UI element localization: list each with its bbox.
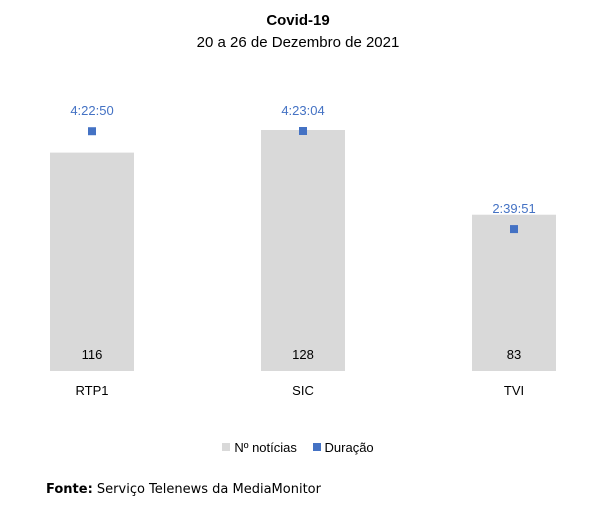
x-tick-label-tvi: TVI [504, 383, 524, 398]
source-label: Fonte: [46, 482, 93, 497]
marker-label-duracao-rtp1: 4:22:50 [70, 103, 113, 118]
bar-rtp1 [50, 152, 134, 371]
marker-duracao-sic [299, 127, 307, 135]
source-note: Fonte: Serviço Telenews da MediaMonitor [46, 482, 321, 497]
bar-sic [261, 130, 345, 371]
legend-label-noticias: Nº notícias [234, 439, 297, 455]
legend-swatch-duracao [312, 443, 321, 451]
marker-label-duracao-tvi: 2:39:51 [492, 201, 535, 216]
legend-label-duracao: Duração [324, 439, 374, 455]
chart-plot: 116 RTP1 4:22:50 128 SIC 4:23:04 83 TVI 2:39:51 [50, 103, 556, 398]
chart-title: Covid-19 [266, 12, 330, 29]
marker-duracao-tvi [510, 225, 518, 234]
x-tick-label-sic: SIC [292, 383, 314, 398]
source-text: Serviço Telenews da MediaMonitor [92, 482, 321, 497]
bar-value-label-rtp1: 116 [82, 347, 103, 362]
bar-value-label-tvi: 83 [507, 347, 521, 362]
legend-item-duracao: Duração [312, 439, 374, 455]
bar-value-label-sic: 128 [292, 347, 314, 362]
chart-subtitle: 20 a 26 de Dezembro de 2021 [196, 34, 400, 51]
marker-duracao-rtp1 [88, 127, 96, 136]
legend-swatch-noticias [222, 443, 231, 451]
legend-item-noticias: Nº notícias [222, 440, 297, 455]
bar-tvi [472, 214, 556, 371]
marker-label-duracao-sic: 4:23:04 [281, 103, 324, 118]
chart-legend: Nº notícias Duração [0, 439, 596, 455]
x-tick-label-rtp1: RTP1 [76, 383, 109, 398]
